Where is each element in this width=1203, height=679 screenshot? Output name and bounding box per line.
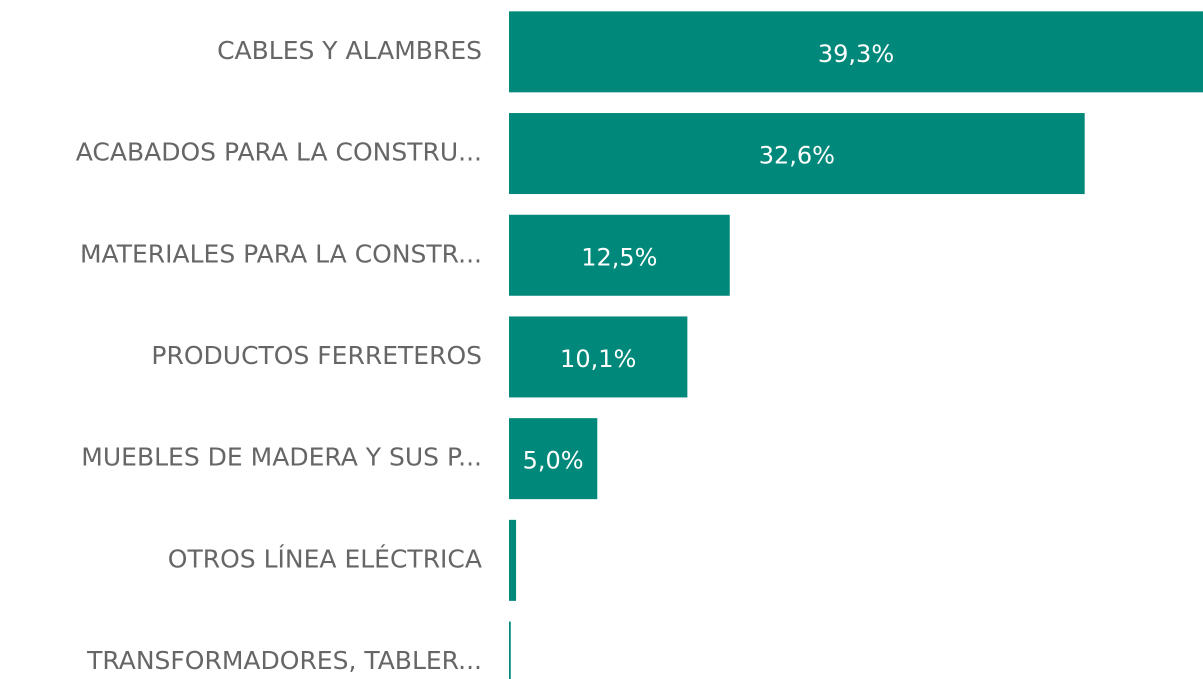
value-label: 10,1% bbox=[560, 345, 636, 373]
bar bbox=[509, 11, 1203, 93]
bar bbox=[509, 621, 511, 679]
category-label: PRODUCTOS FERRETEROS bbox=[151, 341, 482, 370]
bar bbox=[509, 519, 517, 601]
bar bbox=[509, 214, 730, 296]
value-label: 39,3% bbox=[818, 40, 894, 68]
category-label: ACABADOS PARA LA CONSTRU... bbox=[76, 138, 482, 167]
category-label: OTROS LÍNEA ELÉCTRICA bbox=[168, 544, 482, 573]
bar bbox=[509, 316, 688, 398]
category-label: TRANSFORMADORES, TABLER... bbox=[86, 646, 482, 675]
category-label: CABLES Y ALAMBRES bbox=[217, 36, 482, 65]
bar bbox=[509, 113, 1085, 195]
category-label: MATERIALES PARA LA CONSTR... bbox=[80, 239, 482, 268]
value-label: 32,6% bbox=[759, 142, 835, 170]
category-label: MUEBLES DE MADERA Y SUS P... bbox=[81, 443, 482, 472]
value-label: 5,0% bbox=[523, 447, 584, 475]
value-label: 12,5% bbox=[581, 243, 657, 271]
bar bbox=[509, 418, 598, 500]
